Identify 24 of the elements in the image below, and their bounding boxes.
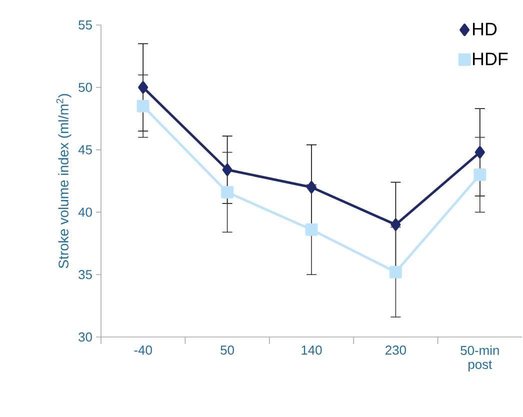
x-tick-label: 50 <box>220 346 234 355</box>
y-tick-label: 40 <box>78 208 92 217</box>
point <box>222 164 232 176</box>
x-tick-label: 140 <box>302 346 322 355</box>
y-tick-label: 35 <box>78 270 92 280</box>
legend-label: HDF <box>473 52 508 66</box>
legend-label: HD <box>473 22 497 36</box>
y-tick-label: 30 <box>78 332 92 342</box>
y-tick-label: 45 <box>78 145 92 154</box>
y-axis-title: Stroke volume index (ml/m$^{2}$) <box>56 94 72 268</box>
point <box>306 180 316 194</box>
x-tick-label: 230 <box>386 346 406 355</box>
x-tick-label: 50-min post <box>460 346 499 372</box>
point <box>138 81 148 94</box>
point <box>389 266 402 278</box>
point <box>136 100 150 112</box>
point <box>305 223 318 236</box>
point <box>390 218 401 231</box>
point <box>474 146 485 159</box>
x-tick-label: -40 <box>134 346 152 355</box>
point <box>474 168 486 182</box>
point <box>221 186 234 198</box>
y-tick-label: 50 <box>78 82 92 92</box>
y-tick-label: 55 <box>78 20 92 30</box>
